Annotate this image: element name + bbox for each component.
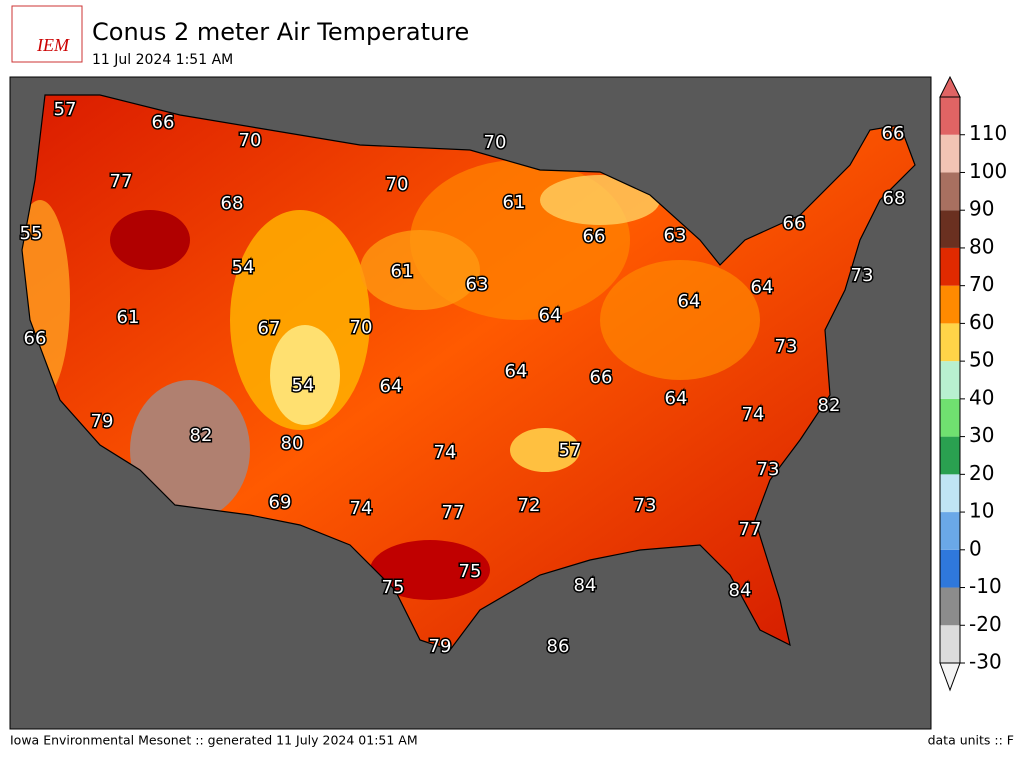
temperature-label: 63: [664, 225, 687, 246]
colorbar-segment: [940, 134, 960, 173]
temperature-label: 63: [466, 274, 489, 295]
temperature-label: 66: [590, 367, 613, 388]
colorbar-tick-label: 100: [969, 159, 1007, 183]
colorbar-tick-label: 80: [969, 234, 994, 258]
colorbar-tick-label: 10: [969, 499, 994, 523]
colorbar-tick-label: 110: [969, 121, 1007, 145]
temperature-label: 55: [20, 223, 43, 244]
colorbar-segment: [940, 210, 960, 248]
temperature-label: 69: [269, 492, 292, 513]
temperature-label: 57: [54, 99, 77, 120]
temperature-label: 64: [665, 388, 688, 409]
colorbar-segment: [940, 474, 960, 513]
temperature-label: 64: [380, 376, 403, 397]
colorbar-tick-label: -20: [969, 612, 1002, 636]
logo-box: [11, 5, 83, 63]
temperature-label: 79: [429, 636, 452, 657]
temperature-label: 61: [117, 307, 140, 328]
temperature-label: 79: [91, 411, 114, 432]
temperature-label: 74: [350, 498, 373, 519]
temperature-label: 72: [518, 495, 541, 516]
temperature-label: 66: [882, 123, 905, 144]
colorbar-segment: [940, 549, 960, 588]
colorbar-segment: [940, 323, 960, 362]
colorbar: -30 -20 -10 0 10 20 30 40 50 60 70 80 90 100 110: [939, 75, 1007, 692]
temperature-label: 74: [434, 442, 457, 463]
logo: IEM: [36, 35, 70, 55]
temperature-label: 82: [818, 395, 841, 416]
temperature-label: 70: [350, 317, 373, 338]
temperature-label: 64: [678, 291, 701, 312]
title: Conus 2 meter Air Temperature: [92, 18, 469, 46]
temperature-label: 66: [783, 213, 806, 234]
temperature-label: 75: [382, 577, 405, 598]
colorbar-segment: [940, 398, 960, 437]
temperature-label: 82: [190, 425, 213, 446]
temperature-label: 73: [634, 495, 657, 516]
temperature-label: 75: [459, 561, 482, 582]
temperature-label: 77: [110, 171, 133, 192]
colorbar-segment: [940, 512, 960, 550]
footer-right: data units :: F: [928, 733, 1014, 748]
temperature-label: 66: [152, 112, 175, 133]
temperature-label: 70: [239, 130, 262, 151]
temperature-label: 66: [24, 328, 47, 349]
temperature-label: 73: [757, 459, 780, 480]
station-labels: 57 66 70 70 66 77 70 68 61 68 55 66 63 66 54 61 63 73 64 64…: [18, 98, 907, 659]
temperature-label: 86: [547, 636, 570, 657]
temperature-label: 70: [386, 174, 409, 195]
colorbar-max-arrow: [939, 75, 961, 98]
colorbar-tick-label: 50: [969, 348, 994, 372]
colorbar-outline: [939, 96, 961, 664]
colorbar-tick-label: 60: [969, 310, 994, 334]
temperature-label: 74: [742, 404, 765, 425]
colorbar-tick-label: 40: [969, 385, 994, 409]
temperature-label: 64: [505, 361, 528, 382]
subtitle: 11 Jul 2024 1:51 AM: [92, 52, 233, 68]
temperature-label: 61: [503, 192, 526, 213]
temperature-label: 80: [281, 433, 304, 454]
colorbar-segment: [940, 172, 960, 211]
colorbar-tick-label: -30: [969, 650, 1002, 674]
colorbar-min-arrow: [939, 662, 961, 692]
colorbar-tick-label: -10: [969, 574, 1002, 598]
colorbar-tick-label: 90: [969, 197, 994, 221]
colorbar-segment: [940, 436, 960, 475]
colorbar-segment: [940, 361, 960, 399]
footer-left: Iowa Environmental Mesonet :: generated …: [10, 733, 418, 748]
temperature-label: 64: [751, 277, 774, 298]
colorbar-segment: [940, 247, 960, 286]
temperature-label: 61: [391, 261, 414, 282]
colorbar-segment: [940, 97, 960, 135]
temperature-label: 68: [221, 193, 244, 214]
temperature-label: 64: [539, 305, 562, 326]
temperature-label: 84: [729, 580, 752, 601]
temperature-label: 66: [583, 226, 606, 247]
temperature-label: 77: [739, 519, 762, 540]
colorbar-segment: [940, 587, 960, 626]
colorbar-segment: [940, 625, 960, 663]
colorbar-tick-label: 0: [969, 536, 982, 560]
temperature-label: 54: [232, 257, 255, 278]
temperature-label: 70: [484, 132, 507, 153]
temperature-label: 84: [574, 575, 597, 596]
colorbar-segment: [940, 285, 960, 324]
temperature-label: 67: [258, 318, 281, 339]
colorbar-tick-label: 30: [969, 423, 994, 447]
temperature-label: 73: [775, 336, 798, 357]
colorbar-tick-label: 70: [969, 272, 994, 296]
temperature-label: 57: [559, 440, 582, 461]
temperature-label: 68: [883, 188, 906, 209]
colorbar-tick-label: 20: [969, 461, 994, 485]
temperature-label: 73: [851, 265, 874, 286]
temperature-label: 54: [292, 375, 315, 396]
temperature-label: 77: [442, 502, 465, 523]
